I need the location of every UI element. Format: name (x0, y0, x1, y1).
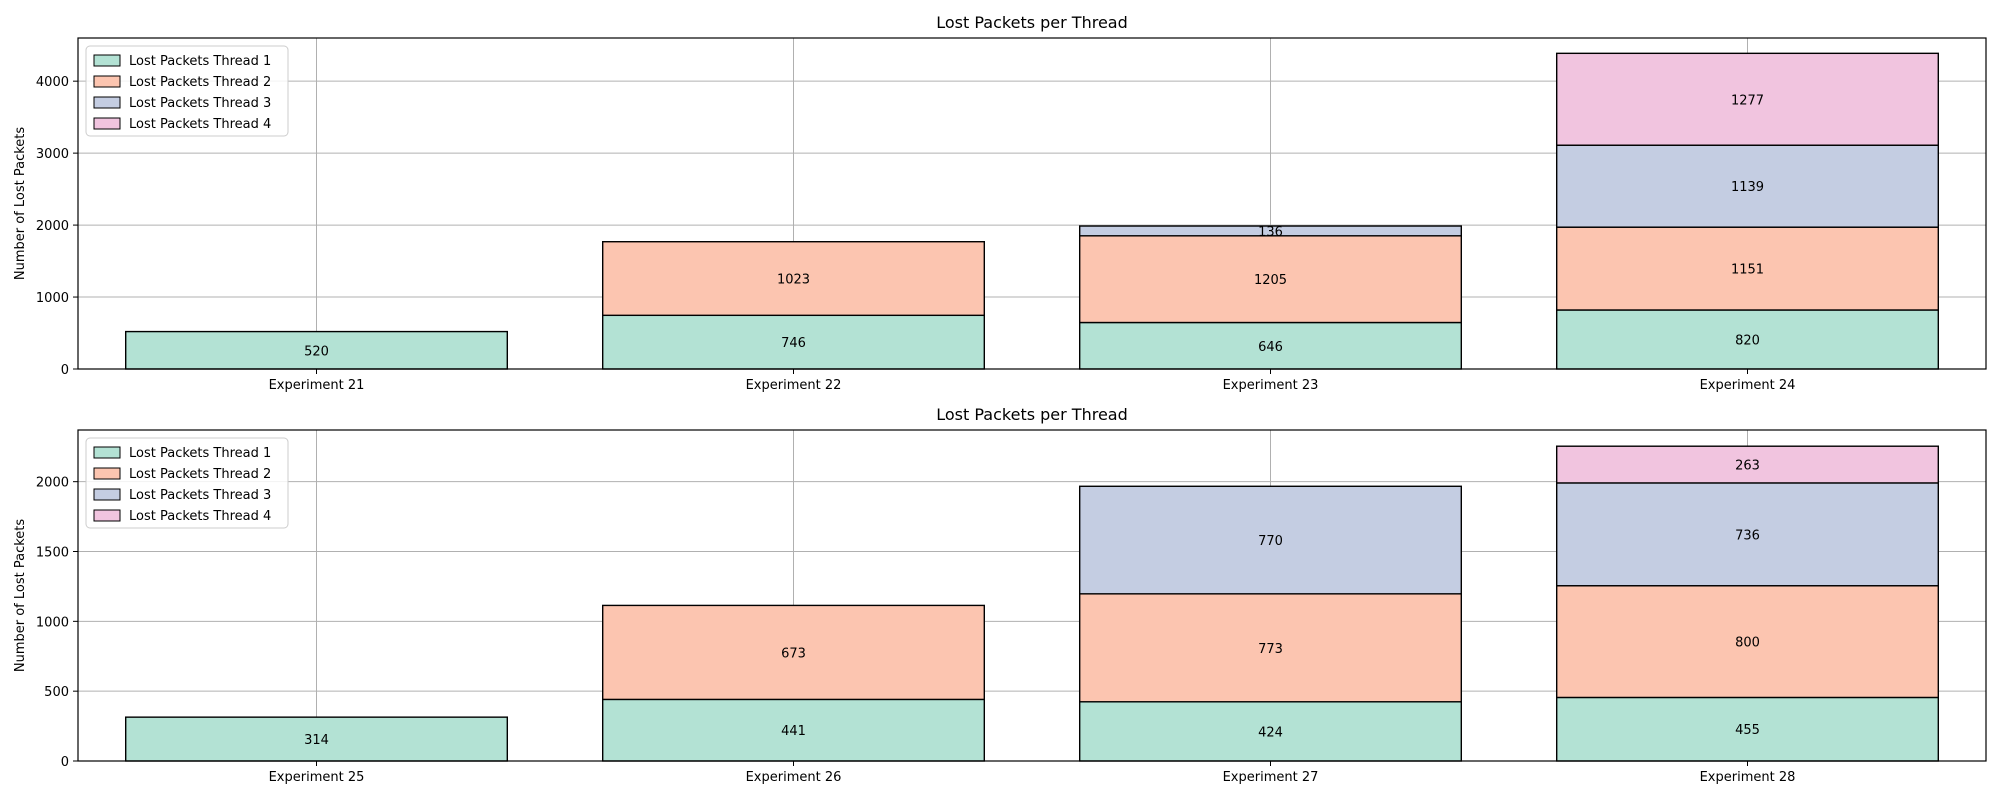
bar-segment (124, 716, 509, 762)
bar-segment (1078, 485, 1462, 595)
legend-label: Lost Packets Thread 4 (129, 509, 271, 524)
bar-segment (1555, 226, 1939, 311)
bar-value-label: 646 (1258, 340, 1283, 355)
legend-label: Lost Packets Thread 3 (129, 96, 271, 111)
x-tick-label: Experiment 22 (746, 378, 842, 393)
bar-value-label: 520 (304, 344, 329, 359)
legend-swatch (93, 117, 121, 130)
bar-segment (1555, 445, 1939, 484)
y-tick-label: 2000 (36, 219, 69, 234)
legend-label: Lost Packets Thread 4 (129, 117, 271, 132)
bar-value-label: 1277 (1731, 93, 1764, 108)
bar-segment (602, 604, 986, 701)
y-tick-label: 0 (61, 755, 69, 770)
x-tick-label: Experiment 21 (269, 378, 365, 393)
bar-value-label: 1205 (1254, 273, 1287, 288)
legend-swatch (93, 488, 121, 501)
axes-frame (77, 429, 1987, 762)
x-tick-label: Experiment 26 (746, 770, 842, 785)
bar-value-label: 441 (781, 724, 806, 739)
y-tick-label: 2000 (36, 476, 69, 491)
legend-swatch (93, 467, 121, 480)
legend-swatch (93, 75, 121, 88)
bar-segment (1555, 696, 1939, 762)
bar-value-label: 1151 (1731, 263, 1764, 278)
y-axis-label: Number of Lost Packets (13, 127, 28, 281)
legend-swatch (93, 96, 121, 109)
bar-value-label: 673 (781, 646, 806, 661)
bar-segment (1078, 225, 1462, 237)
bar-segment (602, 698, 986, 762)
bar-segment (1555, 585, 1939, 699)
bar-segment (1078, 593, 1462, 703)
bar-value-label: 314 (304, 733, 329, 748)
y-tick-label: 4000 (36, 75, 69, 90)
bar-value-label: 455 (1735, 723, 1760, 738)
y-axis-label: Number of Lost Packets (13, 519, 28, 673)
bar-segment (602, 241, 986, 317)
legend-box (85, 45, 289, 137)
y-tick-label: 3000 (36, 147, 69, 162)
bar-value-label: 820 (1735, 333, 1760, 348)
y-tick-label: 0 (61, 363, 69, 378)
y-tick-label: 1000 (36, 615, 69, 630)
x-tick-label: Experiment 25 (269, 770, 365, 785)
legend-label: Lost Packets Thread 1 (129, 54, 271, 69)
bar-value-label: 746 (781, 336, 806, 351)
bar-value-label: 736 (1735, 528, 1760, 543)
y-tick-label: 500 (44, 685, 69, 700)
legend-swatch (93, 509, 121, 522)
bar-segment (1555, 482, 1939, 587)
legend-swatch (93, 54, 121, 67)
legend-box (85, 437, 289, 529)
legend-swatch (93, 446, 121, 459)
bar-value-label: 770 (1258, 534, 1283, 549)
chart-title: Lost Packets per Thread (936, 405, 1128, 424)
axes-frame (77, 37, 1987, 370)
bar-value-label: 1023 (777, 273, 810, 288)
bar-segment (1555, 52, 1939, 146)
bar-segment (1078, 235, 1462, 324)
legend-label: Lost Packets Thread 2 (129, 75, 271, 90)
bar-value-label: 1139 (1731, 180, 1764, 195)
x-tick-label: Experiment 24 (1700, 378, 1796, 393)
legend-label: Lost Packets Thread 2 (129, 467, 271, 482)
chart-title: Lost Packets per Thread (936, 13, 1128, 32)
bar-value-label: 424 (1258, 725, 1283, 740)
bar-value-label: 136 (1258, 225, 1283, 240)
bar-segment (1078, 701, 1462, 762)
legend-label: Lost Packets Thread 1 (129, 446, 271, 461)
bar-value-label: 773 (1258, 642, 1283, 657)
legend-label: Lost Packets Thread 3 (129, 488, 271, 503)
y-tick-label: 1500 (36, 546, 69, 561)
x-tick-label: Experiment 28 (1700, 770, 1796, 785)
bar-value-label: 800 (1735, 636, 1760, 651)
bar-segment (124, 330, 509, 370)
bar-value-label: 263 (1735, 459, 1760, 474)
x-tick-label: Experiment 23 (1223, 378, 1319, 393)
y-tick-label: 1000 (36, 291, 69, 306)
x-tick-label: Experiment 27 (1223, 770, 1319, 785)
